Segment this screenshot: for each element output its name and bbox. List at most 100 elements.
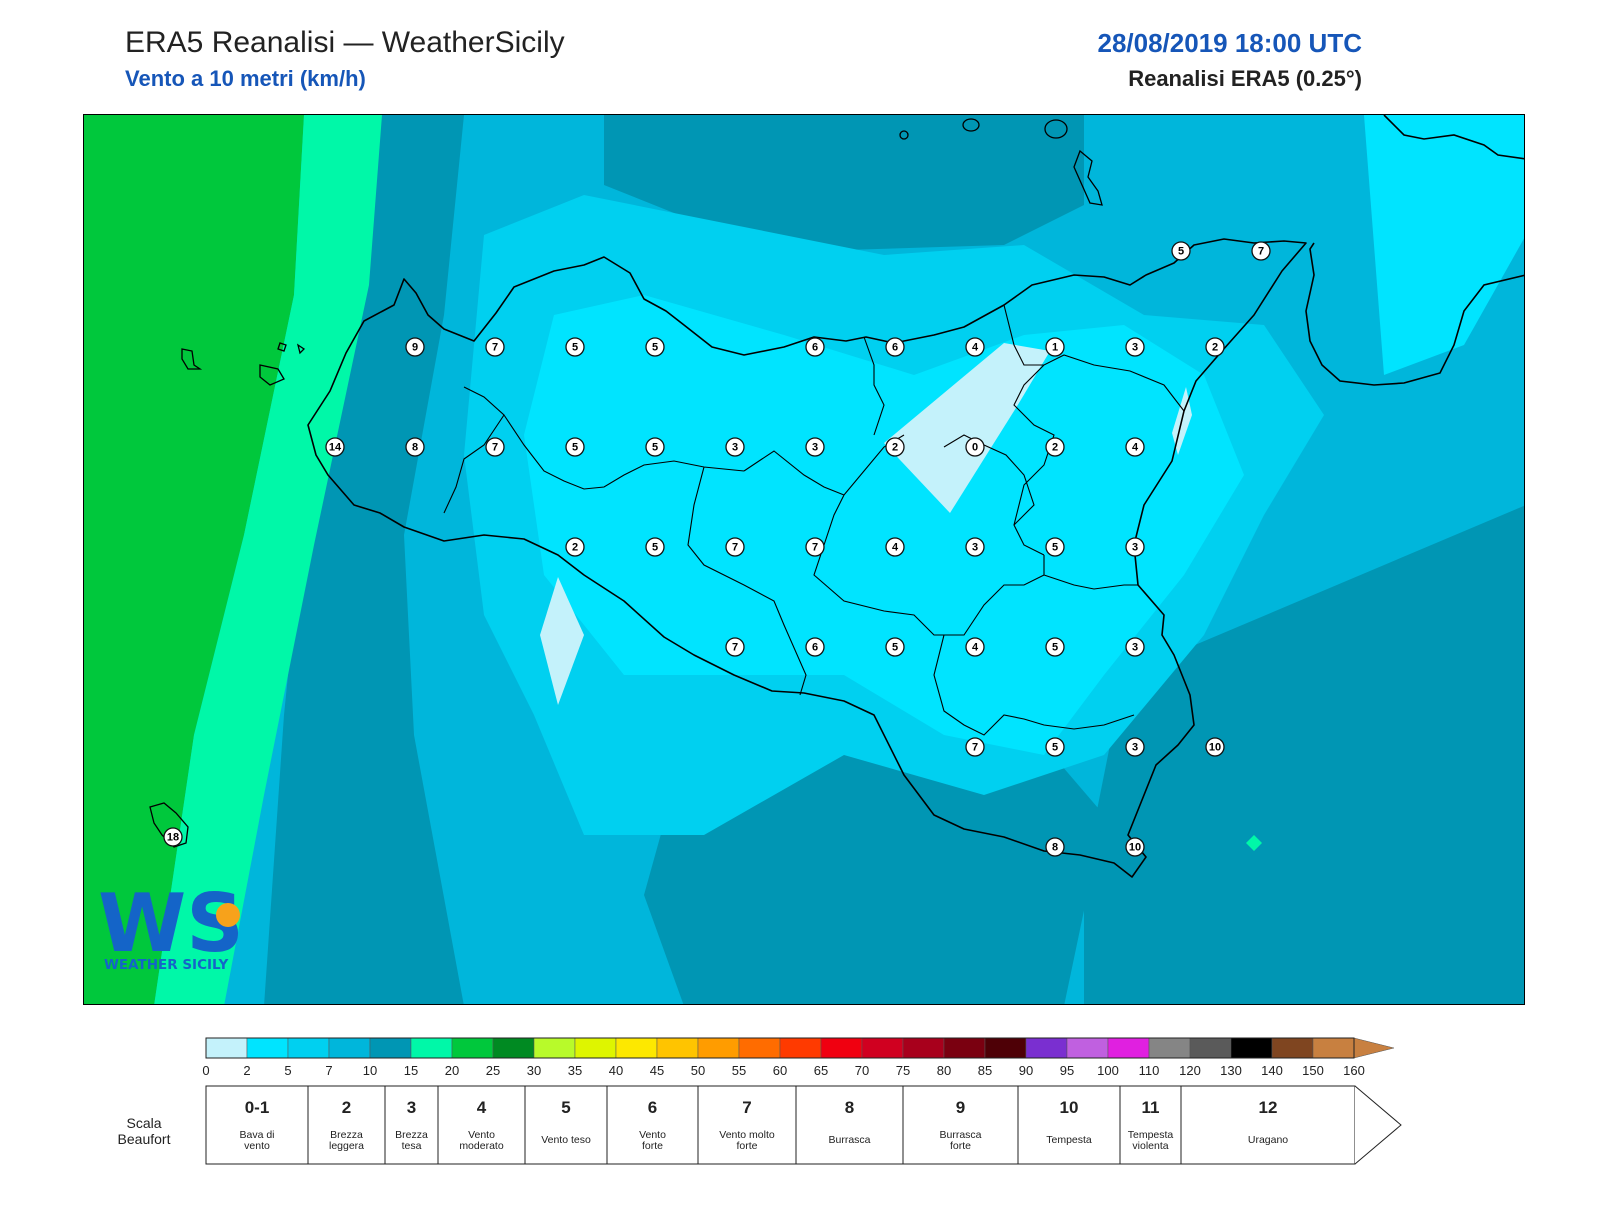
colorbar-swatch	[205, 1037, 248, 1059]
station-marker: 7	[725, 637, 745, 657]
station-marker-circle	[645, 537, 665, 557]
colorbar-tick-label: 7	[325, 1063, 332, 1078]
station-wind-value: 3	[812, 442, 818, 454]
forecast-datetime: 28/08/2019 18:00 UTC	[1097, 28, 1362, 58]
station-marker-circle	[965, 637, 985, 657]
beaufort-description: Vento	[639, 1129, 666, 1141]
beaufort-description: Brezza	[330, 1129, 363, 1141]
beaufort-description: vento	[244, 1140, 270, 1152]
beaufort-number: 3	[407, 1098, 416, 1117]
colorbar-tick-label: 55	[732, 1063, 746, 1078]
station-marker-circle	[565, 337, 585, 357]
station-marker-circle	[885, 337, 905, 357]
station-marker-circle	[325, 437, 345, 457]
beaufort-description: Burrasca	[828, 1134, 870, 1146]
station-marker: 8	[1045, 837, 1065, 857]
station-wind-value: 1	[1052, 342, 1058, 354]
station-marker-circle	[565, 537, 585, 557]
station-marker-circle	[1205, 337, 1225, 357]
beaufort-cell	[205, 1085, 309, 1165]
beaufort-description: Vento molto	[719, 1129, 775, 1141]
station-wind-value: 10	[1129, 842, 1141, 854]
station-wind-value: 2	[572, 542, 578, 554]
colorbar-tick-label: 40	[609, 1063, 623, 1078]
colorbar-tick-label: 160	[1343, 1063, 1365, 1078]
station-marker-circle	[405, 337, 425, 357]
station-marker: 3	[1125, 537, 1145, 557]
colorbar-swatch	[779, 1037, 822, 1059]
beaufort-description: moderato	[459, 1140, 504, 1152]
station-marker: 0	[965, 437, 985, 457]
colorbar-tick-label: 10	[363, 1063, 377, 1078]
station-marker-circle	[1125, 737, 1145, 757]
colorbar-swatch	[697, 1037, 740, 1059]
colorbar	[205, 1037, 1395, 1059]
colorbar-tick-label: 25	[486, 1063, 500, 1078]
station-wind-value: 7	[972, 742, 978, 754]
station-wind-value: 3	[1132, 742, 1138, 754]
legend-svg: 0 2 5 7 10 15 20 25 30 35 40 45 50 55 60 65 70 75 80 85 90 95…	[118, 1037, 1402, 1165]
station-marker: 14	[325, 437, 345, 457]
colorbar-swatch	[902, 1037, 945, 1059]
station-wind-value: 4	[1132, 442, 1139, 454]
colorbar-tick-label: 95	[1060, 1063, 1074, 1078]
colorbar-swatch	[943, 1037, 986, 1059]
station-wind-value: 4	[892, 542, 899, 554]
station-wind-value: 5	[652, 542, 658, 554]
field-strong-band-green	[84, 115, 304, 1004]
station-marker-circle	[163, 827, 183, 847]
legend: 0 2 5 7 10 15 20 25 30 35 40 45 50 55 60 65 70 75 80 85 90 95…	[0, 1030, 1600, 1200]
station-marker-circle	[1125, 537, 1145, 557]
colorbar-swatch	[1312, 1037, 1355, 1059]
logo-sun-icon	[216, 903, 240, 927]
station-marker: 5	[565, 337, 585, 357]
station-marker: 3	[1125, 737, 1145, 757]
beaufort-number: 8	[845, 1098, 854, 1117]
station-markers: 9 7 5 5 6 6 4 1 3 2 14 8 7 5 5 3 3 2 0 2 4 2 5 7 7 4 3 5 3 7 6 5 4 5 3 7 5 3 1…	[163, 241, 1271, 857]
station-wind-value: 10	[1209, 742, 1221, 754]
station-wind-value: 2	[892, 442, 898, 454]
colorbar-swatch	[861, 1037, 904, 1059]
station-wind-value: 14	[329, 442, 342, 454]
station-marker-circle	[405, 437, 425, 457]
colorbar-tick-label: 60	[773, 1063, 787, 1078]
beaufort-number: 5	[561, 1098, 570, 1117]
colorbar-swatch	[492, 1037, 535, 1059]
colorbar-tick-label: 45	[650, 1063, 664, 1078]
station-marker-circle	[965, 337, 985, 357]
aeolian-islands	[899, 118, 1103, 206]
field-north-calm-band	[604, 115, 1084, 250]
station-marker: 2	[565, 537, 585, 557]
colorbar-tick-label: 130	[1220, 1063, 1242, 1078]
field-strong-band-aqua	[154, 115, 382, 1004]
field-inner-band	[524, 295, 1244, 755]
station-wind-value: 5	[1178, 246, 1184, 258]
station-marker-circle	[1205, 737, 1225, 757]
station-marker: 5	[1045, 537, 1065, 557]
station-wind-value: 9	[412, 342, 418, 354]
colorbar-swatch	[1148, 1037, 1191, 1059]
colorbar-tick-label: 5	[284, 1063, 291, 1078]
beaufort-cell	[1180, 1085, 1356, 1165]
station-wind-value: 5	[1052, 742, 1058, 754]
station-marker: 7	[1251, 241, 1271, 261]
colorbar-tick-label: 75	[896, 1063, 910, 1078]
station-marker: 4	[965, 637, 985, 657]
station-marker-circle	[1251, 241, 1271, 261]
station-marker-circle	[725, 437, 745, 457]
station-marker: 5	[1045, 637, 1065, 657]
station-marker-circle	[805, 337, 825, 357]
colorbar-swatch	[615, 1037, 658, 1059]
colorbar-swatch	[820, 1037, 863, 1059]
colorbar-tick-label: 35	[568, 1063, 582, 1078]
colorbar-tick-label: 65	[814, 1063, 828, 1078]
beaufort-description: Uragano	[1248, 1134, 1288, 1146]
colorbar-swatch	[1271, 1037, 1314, 1059]
beaufort-arrow	[1354, 1085, 1402, 1165]
colorbar-tick-label: 0	[202, 1063, 209, 1078]
station-wind-value: 7	[732, 642, 738, 654]
colorbar-swatch	[451, 1037, 494, 1059]
station-marker-circle	[645, 437, 665, 457]
station-marker: 7	[725, 537, 745, 557]
colorbar-tick-label: 140	[1261, 1063, 1283, 1078]
